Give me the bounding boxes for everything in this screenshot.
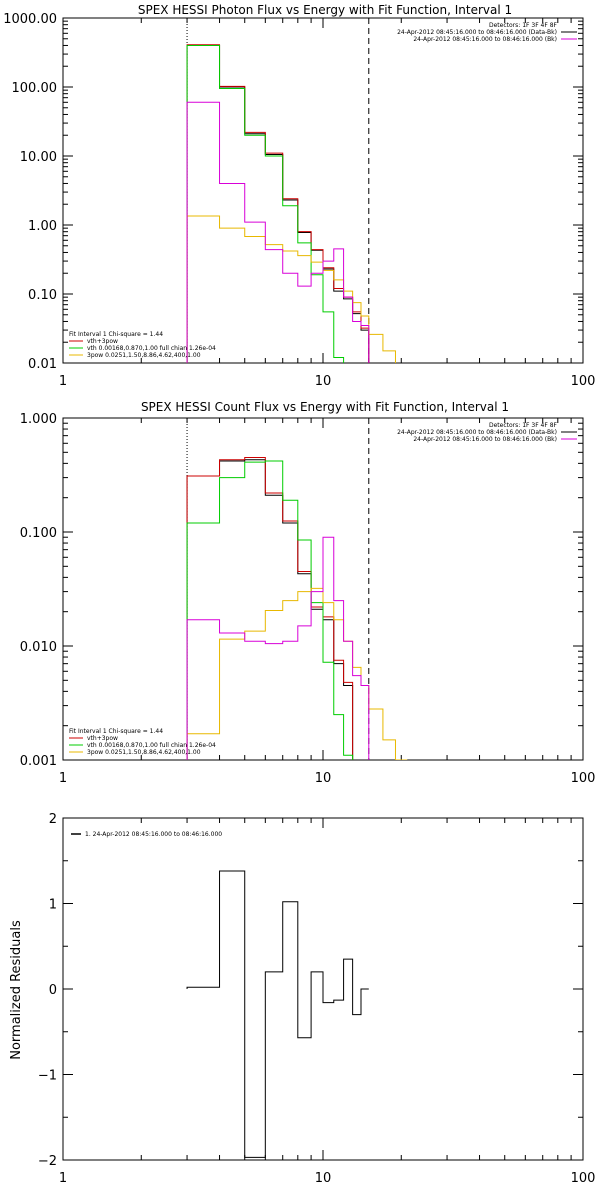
series-line <box>186 459 354 760</box>
legend-bottom-left-entry: vth+3pow <box>87 338 118 345</box>
legend-top-right-entry: 24-Apr-2012 08:45:16.000 to 08:46:16.000… <box>397 29 557 36</box>
series-group <box>186 457 408 760</box>
legend-bottom-left-entry: Fit Interval 1 Chi-square = 1.44 <box>69 331 163 338</box>
y-tick-label: 1000.00 <box>3 12 57 27</box>
photon-flux-panel: SPEX HESSI Photon Flux vs Energy with Fi… <box>3 3 595 389</box>
legend-bottom-left-entry: vth 0.00168,0.870,1.00 full chian 1.26e-… <box>87 345 216 352</box>
legend-bottom-left-entry: 3pow 0.0251,1.50,8.86,4.62,400,1.00 <box>87 749 201 756</box>
y-tick-label: −2 <box>38 1154 57 1169</box>
series-line <box>186 460 354 760</box>
photon-flux-title: SPEX HESSI Photon Flux vs Energy with Fi… <box>138 3 512 17</box>
legend-top-right-entry: 24-Apr-2012 08:45:16.000 to 08:46:16.000… <box>397 429 557 436</box>
series-line <box>186 215 396 363</box>
series-line <box>186 870 369 1158</box>
y-tick-label: 2 <box>49 812 57 827</box>
x-tick-label: 10 <box>315 1171 332 1186</box>
y-tick-label: 100.00 <box>12 81 58 96</box>
legend-top-right-entry: Detectors: 1F 3F 4F 8F <box>489 22 558 29</box>
y-tick-label: 0.010 <box>20 640 57 655</box>
x-tick-label: 100 <box>571 771 596 786</box>
x-tick-label: 100 <box>571 1171 596 1186</box>
legend-top-right-entry: Detectors: 1F 3F 4F 8F <box>489 422 558 429</box>
x-tick-label: 1 <box>59 374 67 389</box>
series-group <box>186 870 369 1158</box>
count-flux-panel: SPEX HESSI Count Flux vs Energy with Fit… <box>20 400 596 786</box>
series-line <box>186 536 370 760</box>
series-line <box>186 101 370 363</box>
count-flux-title: SPEX HESSI Count Flux vs Energy with Fit… <box>141 400 509 414</box>
y-tick-label: 1.00 <box>28 219 57 234</box>
y-tick-label: 1.000 <box>20 412 57 427</box>
y-tick-label: 0 <box>49 983 57 998</box>
y-tick-label: 0.100 <box>20 526 57 541</box>
photon-flux-plot-area: 1 10 100 1000.00 100.00 10.00 1.00 0.10 0.01 Dete… <box>3 12 595 389</box>
x-tick-label: 1 <box>59 1171 67 1186</box>
series-line <box>186 44 345 363</box>
x-tick-label: 1 <box>59 771 67 786</box>
x-tick-label: 10 <box>315 374 332 389</box>
legend-top-right-entry: 24-Apr-2012 08:45:16.000 to 08:46:16.000… <box>413 36 557 43</box>
x-tick-label: 100 <box>571 374 596 389</box>
y-tick-label: 10.00 <box>20 150 57 165</box>
legend-top-right-entry: 24-Apr-2012 08:45:16.000 to 08:46:16.000… <box>413 436 557 443</box>
residuals-y-axis-title: Normalized Residuals <box>9 920 24 1060</box>
y-tick-label: 1 <box>49 898 57 913</box>
legend-bottom-left-entry: Fit Interval 1 Chi-square = 1.44 <box>69 728 163 735</box>
legend-bottom-left-entry: vth 0.00168,0.870,1.00 full chian 1.26e-… <box>87 742 216 749</box>
y-tick-label: −1 <box>38 1069 57 1084</box>
y-tick-label: 0.001 <box>20 754 57 769</box>
series-line <box>186 457 354 760</box>
count-flux-plot-area: 1 10 100 1.000 0.100 0.010 0.001 Detectors: 1F … <box>20 412 596 786</box>
series-line <box>186 44 370 363</box>
legend-bottom-left-entry: 3pow 0.0251,1.50,8.86,4.62,400,1.00 <box>87 352 201 359</box>
x-tick-label: 10 <box>315 771 332 786</box>
series-line <box>186 587 408 760</box>
y-tick-label: 0.10 <box>28 288 57 303</box>
series-group <box>186 44 396 363</box>
series-line <box>186 44 370 363</box>
legend-bottom-left-entry: vth+3pow <box>87 735 118 742</box>
y-tick-label: 0.01 <box>28 357 57 372</box>
legend-top-left-entry: 1. 24-Apr-2012 08:45:16.000 to 08:46:16.… <box>85 831 222 838</box>
